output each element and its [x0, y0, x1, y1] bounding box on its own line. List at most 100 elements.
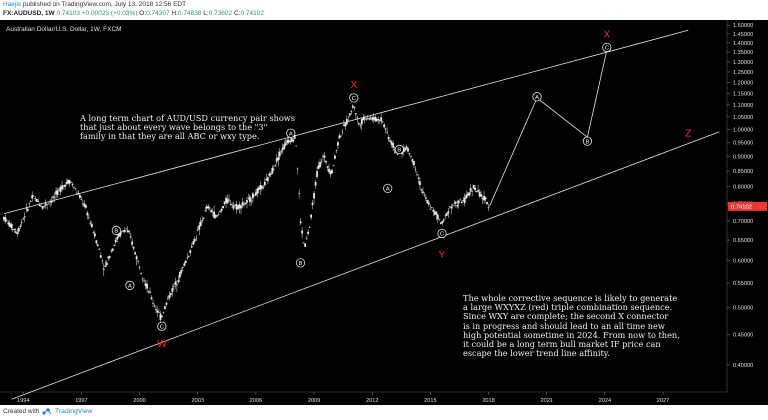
candle-body: [92, 232, 95, 234]
time-tick-label: 2015: [424, 398, 436, 404]
candle-body: [76, 192, 78, 194]
published-text: published on TradingView.com, July 13, 2…: [22, 1, 187, 8]
tradingview-logo-icon[interactable]: [42, 407, 52, 416]
candle-body: [348, 113, 351, 116]
candle-body: [329, 171, 332, 175]
candle-body: [374, 116, 377, 121]
candle-body: [411, 159, 414, 162]
candle-body: [99, 255, 102, 258]
candle-body: [277, 157, 280, 161]
candle-body: [255, 192, 257, 196]
candle-body: [7, 222, 10, 225]
chart-area[interactable]: Australian Dollar/U.S. Dollar, 1W, FXCM …: [0, 20, 768, 405]
candle-body: [474, 187, 477, 191]
candle-body: [465, 194, 468, 199]
candle-body: [199, 221, 202, 227]
candle-body: [360, 118, 363, 125]
candle-body: [371, 117, 374, 121]
wave-circle: [111, 225, 121, 235]
price-chart[interactable]: Australian Dollar/U.S. Dollar, 1W, FXCM …: [0, 20, 768, 405]
candle-body: [462, 200, 465, 202]
candle-body: [167, 298, 169, 300]
price-tick-label: 0.40000: [733, 363, 753, 369]
candle-body: [469, 188, 472, 192]
candle-body: [478, 191, 481, 197]
candle-body: [256, 188, 259, 194]
candle-body: [186, 257, 189, 259]
candle-body: [5, 219, 8, 221]
candle-body: [111, 248, 114, 251]
candle-body: [351, 105, 354, 108]
candle-body: [451, 205, 454, 207]
candle-body: [322, 156, 324, 157]
candle-body: [378, 120, 381, 122]
candle-body: [342, 124, 345, 126]
candle-body: [152, 303, 154, 304]
candle-body: [472, 185, 475, 189]
candle-body: [17, 227, 20, 232]
candle-body: [44, 203, 47, 206]
candle-body: [283, 144, 286, 149]
candle-body: [275, 158, 278, 162]
wave-label-c: C: [352, 96, 356, 102]
price-tick-label: 0.60000: [733, 259, 753, 265]
candle-body: [435, 211, 438, 216]
candle-body: [74, 188, 77, 189]
time-axis[interactable]: 1994 1997 2000 2003 2006 2009 2012 2015 2018 2021…: [17, 392, 669, 404]
upper-channel-line-line: [3, 29, 689, 215]
footer: Created with TradingView: [0, 405, 768, 420]
candle-body: [334, 155, 336, 159]
candle-body: [341, 131, 344, 133]
candle-body: [328, 168, 330, 172]
candle-body: [184, 260, 187, 263]
candle-body: [286, 140, 289, 143]
candle-body: [123, 230, 126, 233]
candle-body: [429, 208, 432, 210]
candle-body: [289, 141, 292, 143]
candle-body: [50, 200, 53, 203]
candle-body: [83, 203, 86, 207]
candle-body: [108, 256, 111, 258]
price-tick-label: 0.65000: [733, 238, 753, 244]
candle-body: [223, 201, 226, 205]
author-link[interactable]: Haejis: [3, 1, 22, 8]
candle-body: [101, 260, 104, 262]
candle-body: [262, 186, 265, 188]
wave-circle: [286, 128, 296, 138]
candle-body: [436, 214, 439, 220]
candle-body: [280, 150, 283, 152]
candle-body: [153, 305, 156, 307]
candle-body: [413, 161, 415, 166]
candle-body: [35, 199, 38, 202]
candle-body: [129, 236, 132, 238]
candle-body: [226, 198, 229, 204]
candle-body: [393, 149, 396, 151]
candle-body: [381, 121, 384, 123]
candle-body: [422, 191, 424, 194]
candle-body: [243, 204, 245, 206]
candle-body: [207, 206, 210, 209]
candle-body: [408, 153, 411, 155]
price-tick-label: 1.45000: [733, 32, 753, 38]
candle-body: [278, 151, 281, 157]
candle-body: [314, 181, 317, 186]
price-tick-label: 0.55000: [733, 281, 753, 287]
candle-body: [117, 234, 120, 237]
candle-body: [459, 199, 462, 201]
wave-label-a: A: [535, 95, 539, 101]
candle-body: [369, 117, 372, 119]
tradingview-brand[interactable]: TradingView: [55, 408, 93, 415]
candle-body: [269, 173, 272, 175]
candle-body: [70, 182, 72, 183]
candle-body: [362, 117, 365, 121]
candle-body: [430, 207, 433, 208]
candle-body: [126, 230, 129, 233]
candle-body: [486, 201, 488, 205]
time-tick-label: 2018: [482, 398, 494, 404]
symbol-name: FX:AUDUSD, 1W: [3, 10, 55, 17]
price-axis[interactable]: 1.50000 1.45000 1.40000 1.35000 1.30000 1.250…: [727, 23, 767, 369]
candle-body: [26, 209, 29, 211]
candle-body: [201, 219, 204, 221]
candle-body: [61, 185, 63, 190]
